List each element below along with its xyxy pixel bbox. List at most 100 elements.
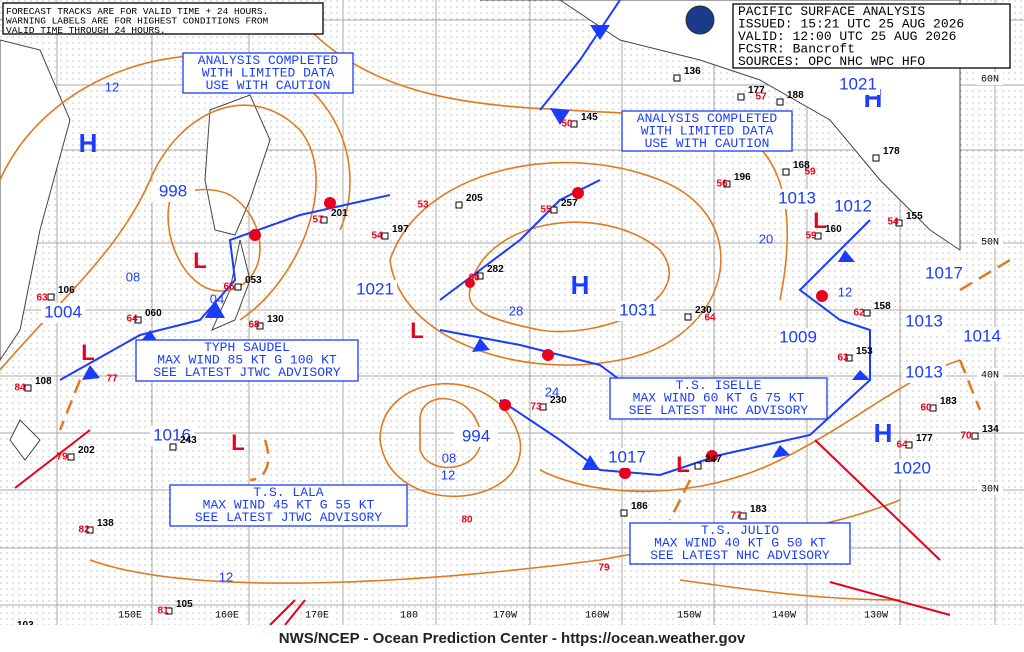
- isobar-label: 08: [126, 269, 140, 284]
- pressure-label: 1021: [356, 279, 394, 298]
- station-marker: [47, 293, 55, 301]
- lat-label-bg: [977, 72, 1003, 85]
- station-temp: 81: [157, 606, 169, 617]
- station-pressure: 134: [982, 424, 999, 435]
- station-temp: 79: [56, 452, 68, 463]
- pressure-label-bg: [902, 312, 946, 332]
- noaa-logo: [685, 5, 715, 35]
- header-line: SOURCES: OPC NHC WPC HFO: [738, 54, 925, 69]
- pressure-label: 1013: [778, 188, 816, 207]
- lon-label-bg: [582, 608, 612, 621]
- station-marker: [539, 403, 547, 411]
- station-marker: [905, 441, 913, 449]
- notice-line: ANALYSIS COMPLETED: [637, 111, 778, 126]
- low-center: L: [231, 430, 244, 455]
- station-temp: 63: [837, 353, 849, 364]
- lat-label: 30N: [981, 485, 999, 496]
- lat-label: 50N: [981, 238, 999, 249]
- station-marker: [381, 232, 389, 240]
- station-marker: [134, 316, 142, 324]
- station-temp: 50: [561, 119, 573, 130]
- storm-advisory-line: MAX WIND 45 KT G 55 KT: [203, 498, 375, 513]
- storm-advisory-line: SEE LATEST NHC ADVISORY: [629, 403, 809, 418]
- notice-box: [182, 52, 354, 94]
- storm-advisory-line: SEE LATEST JTWC ADVISORY: [195, 510, 382, 525]
- lon-label: 160W: [585, 611, 609, 622]
- lat-label: 60N: [981, 75, 999, 86]
- station-pressure: 130: [267, 314, 284, 325]
- forecast-note-line: VALID TIME THROUGH 24 HOURS.: [6, 25, 166, 36]
- lon-label: 130W: [864, 611, 888, 622]
- notice-line: ANALYSIS COMPLETED: [198, 53, 339, 68]
- pressure-label: 1021: [839, 74, 877, 93]
- station-pressure: 106: [58, 285, 75, 296]
- lon-label: 180: [400, 611, 418, 622]
- pressure-label-bg: [836, 75, 880, 95]
- station-pressure: 282: [487, 264, 504, 275]
- station-marker: [256, 322, 264, 330]
- station-pressure: 205: [466, 193, 483, 204]
- station-pressure: 108: [35, 376, 52, 387]
- station-temp: 60: [920, 403, 932, 414]
- pressure-label-bg: [775, 189, 819, 209]
- station-marker: [476, 272, 484, 280]
- lon-label: 150W: [677, 611, 701, 622]
- pressure-label: 1013: [905, 362, 943, 381]
- isobar-label: 12: [838, 284, 852, 299]
- pressure-label-bg: [890, 459, 934, 479]
- station-marker: [570, 120, 578, 128]
- storm-advisory-line: MAX WIND 60 KT G 75 KT: [633, 391, 805, 406]
- header-line: ISSUED: 15:21 UTC 25 AUG 2026: [738, 17, 964, 32]
- station-temp: 82: [78, 525, 90, 536]
- station-pressure: 177: [748, 85, 765, 96]
- pressure-label: 1004: [44, 302, 82, 321]
- station-temp: 80: [461, 515, 473, 526]
- station-pressure: 178: [883, 146, 900, 157]
- station-pressure: 186: [631, 501, 648, 512]
- lon-label-bg: [302, 608, 332, 621]
- pressure-label: 1009: [779, 327, 817, 346]
- station-marker: [863, 309, 871, 317]
- station-pressure: 177: [916, 433, 933, 444]
- pressure-label: 1017: [608, 447, 646, 466]
- high-center: H: [79, 128, 98, 158]
- station-temp: 64: [126, 314, 138, 325]
- station-temp: 54: [887, 217, 899, 228]
- low-center: L: [81, 340, 94, 365]
- storm-advisory-line: MAX WIND 40 KT G 50 KT: [654, 536, 826, 551]
- pressure-label: 998: [159, 181, 187, 200]
- station-marker: [234, 283, 242, 291]
- pressure-label-bg: [831, 197, 875, 217]
- low-center: L: [410, 318, 423, 343]
- storm-advisory-line: T.S. JULIO: [701, 523, 779, 538]
- storm-advisory-line: SEE LATEST NHC ADVISORY: [650, 548, 830, 563]
- forecast-note-box: [2, 2, 324, 35]
- storm-advisory-box: [609, 377, 828, 420]
- lon-label: 170W: [493, 611, 517, 622]
- lon-label-bg: [490, 608, 520, 621]
- station-marker: [320, 216, 328, 224]
- station-pressure: 247: [705, 454, 722, 465]
- station-pressure: 158: [874, 301, 891, 312]
- station-temp: 73: [530, 402, 542, 413]
- troughs: [58, 258, 1011, 521]
- station-pressure: 136: [684, 66, 701, 77]
- station-pressure: 183: [750, 504, 767, 515]
- station-marker: [67, 453, 75, 461]
- station-pressure: 105: [176, 599, 193, 610]
- station-temp: 55: [540, 205, 552, 216]
- lon-label-bg: [212, 608, 242, 621]
- station-pressure: 230: [550, 395, 567, 406]
- station-pressure: 160: [825, 224, 842, 235]
- station-pressure: 188: [787, 90, 804, 101]
- lat-label-bg: [977, 482, 1003, 495]
- station-marker: [723, 180, 731, 188]
- storm-advisory-line: T.S. ISELLE: [676, 378, 762, 393]
- station-temp: 53: [417, 200, 429, 211]
- station-marker: [814, 232, 822, 240]
- station-temp: 56: [716, 179, 728, 190]
- isobar-label: 24: [545, 384, 559, 399]
- station-temp: 79: [598, 563, 610, 574]
- station-temp: 60: [468, 273, 480, 284]
